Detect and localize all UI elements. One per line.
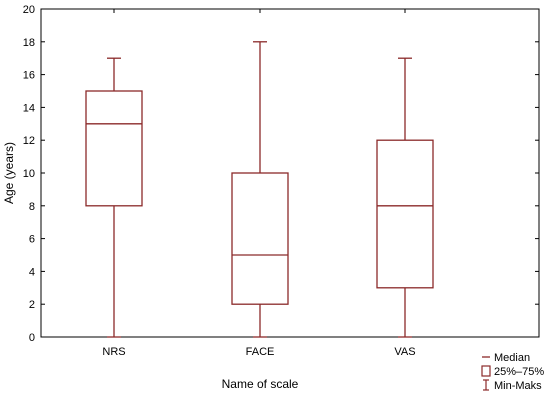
iqr-box	[376, 139, 434, 289]
x-axis-label: Name of scale	[222, 377, 299, 391]
x-tick-label: VAS	[394, 346, 415, 358]
y-tick-label: 2	[29, 299, 35, 311]
y-tick-label: 10	[23, 168, 35, 180]
x-axis: NRS FACE VAS	[102, 9, 416, 358]
legend-label: 25%–75%	[494, 366, 544, 378]
legend: Median 25%–75% Min-Maks	[481, 352, 544, 392]
y-tick-label: 12	[23, 135, 35, 147]
y-tick-label: 20	[23, 4, 35, 16]
y-tick-label: 14	[23, 102, 35, 114]
y-axis: 0 2 4 6 8 10 12 14 16 18 20	[23, 4, 539, 344]
x-tick-label: FACE	[246, 346, 275, 358]
y-tick-label: 18	[23, 37, 35, 49]
legend-label: Min-Maks	[494, 380, 542, 392]
y-tick-label: 0	[29, 332, 35, 344]
iqr-box	[231, 172, 289, 305]
y-axis-label: Age (years)	[2, 142, 16, 204]
y-tick-label: 6	[29, 234, 35, 246]
iqr-box	[85, 90, 143, 207]
y-tick-label: 4	[29, 266, 35, 278]
boxes-group	[85, 41, 434, 338]
y-tick-label: 16	[23, 70, 35, 82]
legend-box-symbol	[481, 365, 491, 377]
legend-label: Median	[494, 352, 530, 364]
y-tick-label: 8	[29, 201, 35, 213]
x-tick-label: NRS	[102, 346, 125, 358]
